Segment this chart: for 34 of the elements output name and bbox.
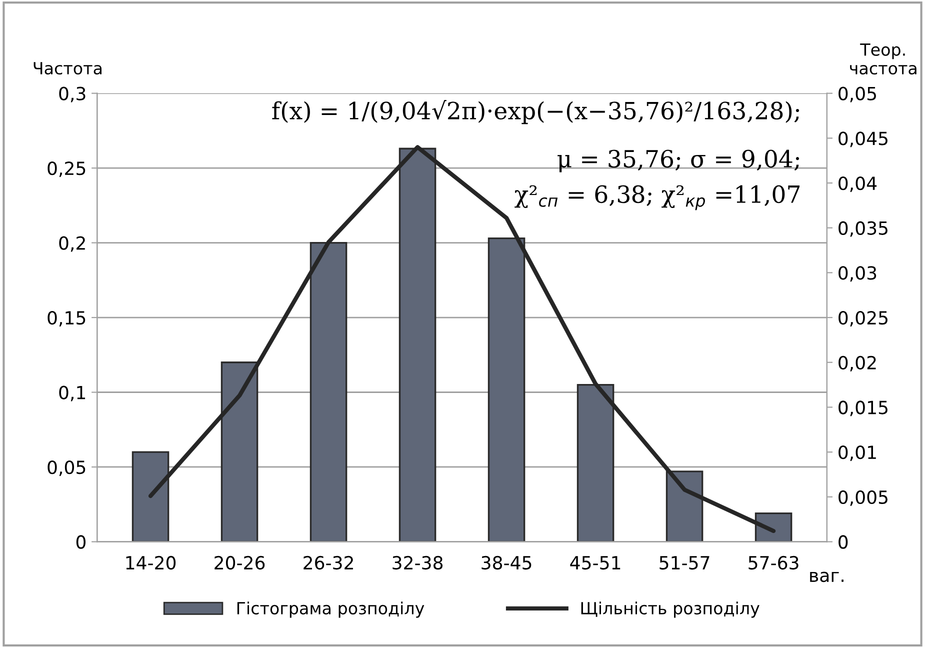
x-tick-label: 26-32 [304, 556, 353, 570]
x-tick-label: 20-26 [214, 556, 265, 570]
x-tick-label: 14-20 [126, 556, 176, 570]
y2-tick-label: 0,05 [838, 86, 876, 102]
y2-tick-label: 0,04 [838, 176, 877, 192]
y2-tick-label: 0,02 [838, 356, 876, 372]
y2-axis-title: Теор. частота [850, 43, 916, 75]
annotation: μ = 35,76; σ = 9,04; [558, 150, 800, 172]
y2-tick-label: 0,005 [838, 490, 888, 506]
annotation: f(x) = 1/(9,04√2π)·exp(−(x−35,76)²/163,28); [272, 100, 800, 124]
x-tick-label: 38-45 [482, 556, 532, 570]
x-tick-label: 45-51 [570, 556, 620, 570]
x-axis-title: ваг. [810, 572, 844, 582]
y2-tick-label: 0,01 [838, 446, 876, 462]
y-axis-title: Частота [34, 62, 102, 75]
y-tick-label: 0,2 [59, 236, 85, 252]
y2-tick-label: 0,03 [838, 266, 876, 282]
x-tick-label: 57-63 [748, 556, 798, 570]
y2-tick-label: 0,015 [838, 400, 888, 416]
y2-tick-label: 0,045 [838, 132, 888, 148]
y-tick-label: 0,15 [48, 310, 86, 326]
y2-tick-label: 0 [838, 535, 848, 549]
x-tick-label: 51-57 [660, 556, 710, 570]
y2-tick-label: 0,025 [838, 310, 888, 326]
y-tick-label: 0 [76, 535, 86, 549]
y-tick-label: 0,3 [59, 86, 86, 102]
y-tick-label: 0,25 [48, 162, 86, 178]
y-tick-label: 0,1 [59, 386, 86, 402]
y-tick-label: 0,05 [48, 460, 86, 476]
legend-label: Щільність розподілу [581, 602, 760, 618]
x-tick-label: 32-38 [392, 556, 443, 570]
legend-label: Гістограма розподілу [237, 602, 424, 618]
y2-tick-label: 0,035 [838, 221, 888, 237]
annotation: χ²$_{сп}$ = 6,38; χ²$_{кр}$ =11,07 [514, 185, 800, 210]
